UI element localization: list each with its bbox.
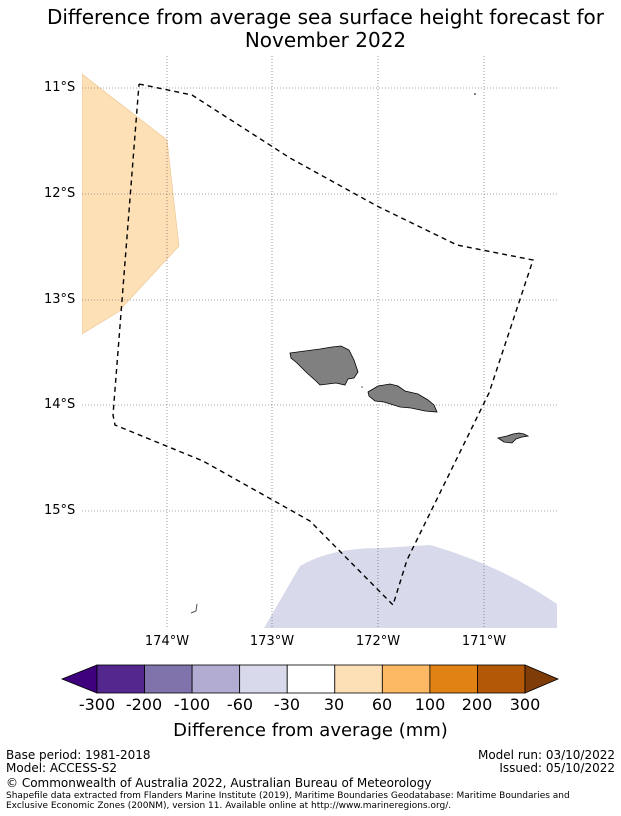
- islet-marker: [190, 603, 198, 614]
- colorbar-tick: 200: [461, 695, 493, 714]
- colorbar-segment: [334, 664, 383, 694]
- colorbar-segment: [144, 664, 193, 694]
- colorbar-tick: 100: [414, 695, 446, 714]
- colorbar-arrow-high: [524, 664, 560, 694]
- model-name: Model: ACCESS-S2: [6, 761, 118, 775]
- colorbar-tick: -60: [226, 695, 254, 714]
- lon-label-173w: 173°W: [249, 634, 295, 649]
- lat-label-15s: 15°S: [44, 503, 76, 518]
- colorbar-tick: 300: [509, 695, 541, 714]
- source-line-2: Exclusive Economic Zones (200NM), versio…: [6, 801, 452, 811]
- lon-label-172w: 172°W: [355, 634, 401, 649]
- map-title: Difference from average sea surface heig…: [46, 5, 605, 52]
- lat-label-12s: 12°S: [44, 186, 76, 201]
- colorbar-segment: [191, 664, 241, 694]
- model-run: Model run: 03/10/2022: [477, 748, 615, 762]
- lon-label-171w: 171°W: [461, 634, 507, 649]
- islet-marker: [361, 386, 363, 388]
- colorbar-tick: 30: [323, 695, 345, 714]
- lon-label-174w: 174°W: [144, 634, 190, 649]
- colorbar-tick: -200: [125, 695, 163, 714]
- colorbar-segment: [286, 664, 336, 694]
- eez-boundary: [112, 83, 534, 607]
- issued-date: Issued: 05/10/2022: [499, 761, 615, 775]
- map-canvas: [82, 56, 557, 628]
- gridlines: [82, 56, 557, 628]
- negative-anomaly-region: [264, 545, 557, 628]
- colorbar-segment: [381, 664, 431, 694]
- colorbar-segment: [239, 664, 288, 694]
- islet-marker: [474, 93, 476, 95]
- colorbar-arrow-low: [60, 664, 98, 694]
- copyright: © Commonwealth of Australia 2022, Austra…: [6, 776, 432, 790]
- base-period: Base period: 1981-2018: [6, 748, 151, 762]
- colorbar-segment: [429, 664, 478, 694]
- colorbar-tick: -30: [273, 695, 301, 714]
- lat-label-13s: 13°S: [44, 292, 76, 307]
- island-savaii: [289, 345, 359, 386]
- colorbar-tick: -100: [173, 695, 211, 714]
- source-line-1: Shapefile data extracted from Flanders M…: [6, 791, 570, 801]
- colorbar-tick: -300: [78, 695, 116, 714]
- island-tutuila: [496, 432, 530, 444]
- lat-label-11s: 11°S: [44, 80, 76, 95]
- colorbar-tick: 60: [371, 695, 393, 714]
- positive-anomaly-region: [82, 73, 180, 335]
- island-upolu: [367, 383, 438, 413]
- colorbar-label: Difference from average (mm): [173, 720, 448, 741]
- lat-label-14s: 14°S: [44, 397, 76, 412]
- colorbar: [60, 664, 560, 694]
- colorbar-segment: [96, 664, 145, 694]
- colorbar-segment: [477, 664, 526, 694]
